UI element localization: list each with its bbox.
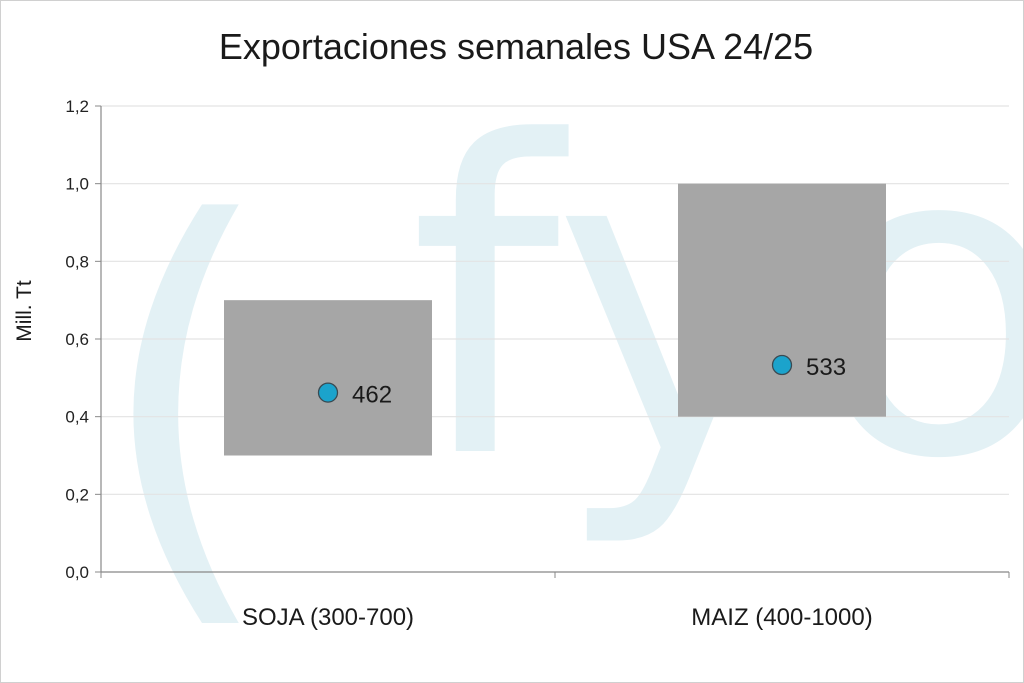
y-tick-label: 0,6 — [65, 330, 89, 349]
data-label: 462 — [352, 382, 392, 409]
y-tick-label: 0,8 — [65, 252, 89, 271]
y-tick-label: 0,4 — [65, 408, 89, 427]
range-bar — [224, 300, 432, 456]
range-bars — [224, 183, 886, 456]
y-tick-label: 0,0 — [65, 563, 89, 582]
range-bar — [678, 183, 886, 417]
y-axis-label: Mill. Tt — [13, 280, 36, 342]
data-point — [317, 382, 339, 403]
y-tick-label: 0,2 — [65, 485, 89, 504]
data-point — [771, 354, 793, 376]
data-points: 462 533 — [317, 354, 846, 409]
y-tick-labels: 0,0 0,2 0,4 0,6 0,8 1,0 1,2 — [65, 97, 89, 582]
category-label: MAIZ (400-1000) — [691, 604, 872, 631]
y-tick-label: 1,0 — [65, 175, 89, 194]
data-label: 533 — [806, 354, 846, 381]
category-label: SOJA (300-700) — [242, 604, 414, 631]
chart-title: Exportaciones semanales USA 24/25 — [219, 26, 813, 67]
axes — [95, 105, 1010, 578]
y-tick-label: 1,2 — [65, 97, 89, 116]
category-labels: SOJA (300-700) MAIZ (400-1000) — [242, 604, 873, 631]
